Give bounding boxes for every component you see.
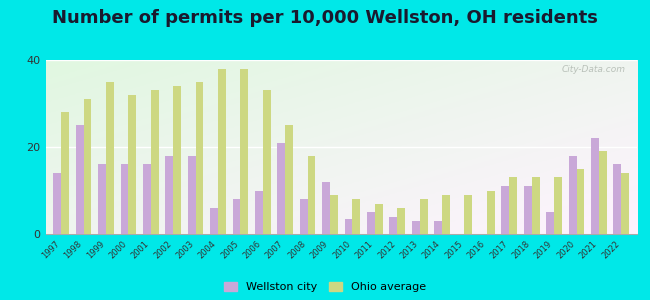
Bar	[285, 125, 293, 234]
Bar	[599, 152, 606, 234]
Bar	[240, 69, 248, 234]
Bar	[397, 208, 405, 234]
Legend: Wellston city, Ohio average: Wellston city, Ohio average	[222, 280, 428, 294]
Bar	[569, 156, 577, 234]
Bar	[487, 190, 495, 234]
Bar	[263, 91, 270, 234]
Bar	[143, 164, 151, 234]
Text: City-Data.com: City-Data.com	[561, 65, 625, 74]
Bar	[218, 69, 226, 234]
Bar	[532, 177, 539, 234]
Bar	[352, 199, 360, 234]
Bar	[375, 203, 383, 234]
Bar	[591, 138, 599, 234]
Bar	[510, 177, 517, 234]
Bar	[577, 169, 584, 234]
Text: Number of permits per 10,000 Wellston, OH residents: Number of permits per 10,000 Wellston, O…	[52, 9, 598, 27]
Bar	[322, 182, 330, 234]
Bar	[76, 125, 84, 234]
Bar	[420, 199, 428, 234]
Bar	[300, 199, 307, 234]
Bar	[442, 195, 450, 234]
Bar	[165, 156, 173, 234]
Bar	[367, 212, 375, 234]
Bar	[524, 186, 532, 234]
Bar	[196, 82, 203, 234]
Bar	[98, 164, 106, 234]
Bar	[129, 95, 136, 234]
Bar	[278, 143, 285, 234]
Bar	[188, 156, 196, 234]
Bar	[61, 112, 69, 234]
Bar	[330, 195, 338, 234]
Bar	[546, 212, 554, 234]
Bar	[255, 190, 263, 234]
Bar	[412, 221, 420, 234]
Bar	[554, 177, 562, 234]
Bar	[120, 164, 129, 234]
Bar	[389, 217, 397, 234]
Bar	[173, 86, 181, 234]
Bar	[53, 173, 61, 234]
Bar	[501, 186, 510, 234]
Bar	[465, 195, 473, 234]
Bar	[307, 156, 315, 234]
Bar	[210, 208, 218, 234]
Bar	[151, 91, 159, 234]
Bar	[621, 173, 629, 234]
Bar	[233, 199, 240, 234]
Bar	[434, 221, 442, 234]
Bar	[84, 99, 92, 234]
Bar	[106, 82, 114, 234]
Bar	[614, 164, 621, 234]
Bar	[344, 219, 352, 234]
